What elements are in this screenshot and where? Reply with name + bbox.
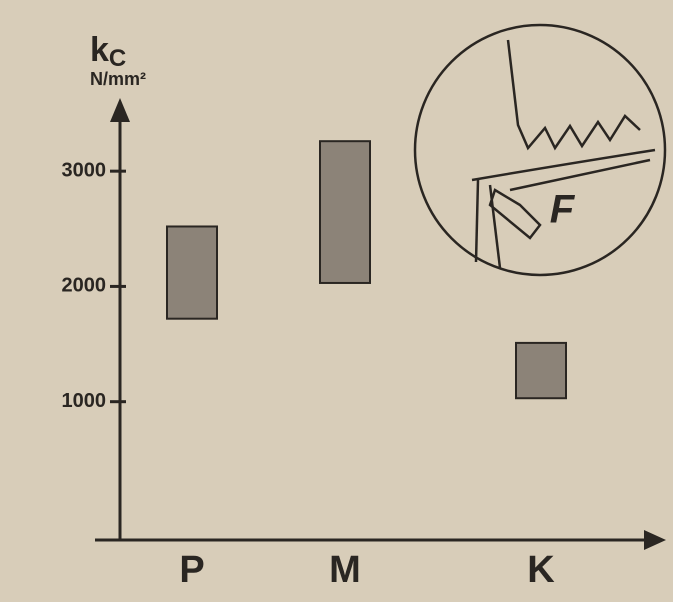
x-tick-label: K — [527, 549, 555, 591]
range-bar — [320, 141, 370, 283]
x-tick-label: P — [179, 549, 204, 591]
y-axis-symbol: k — [90, 31, 109, 69]
y-axis-unit: N/mm² — [90, 69, 146, 89]
background — [0, 0, 673, 602]
page: {"chart_data": {"type": "range_bar", "yl… — [0, 0, 673, 602]
range-bar — [167, 226, 217, 318]
y-tick-label: 3000 — [62, 159, 107, 181]
y-tick-label: 1000 — [62, 390, 107, 412]
inset-label: F — [550, 188, 576, 232]
range-bar — [516, 343, 566, 398]
chart: F kC N/mm² 100020003000PMK — [0, 0, 673, 602]
x-tick-label: M — [329, 549, 361, 591]
y-tick-label: 2000 — [62, 275, 107, 297]
